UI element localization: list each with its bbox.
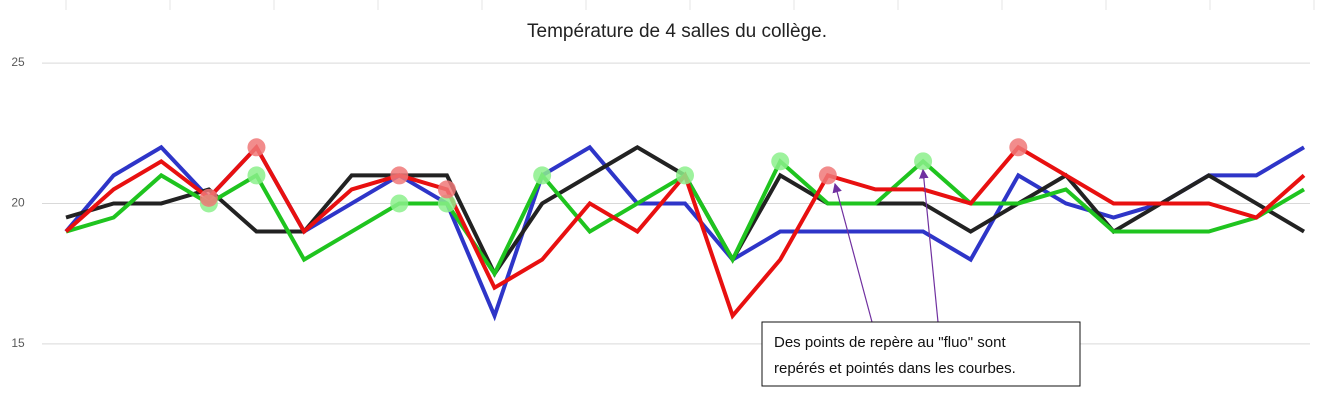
note-line: Des points de repère au "fluo" sont	[774, 334, 1006, 351]
y-tick-label: 15	[11, 336, 25, 350]
annotation: Des points de repère au "fluo" sont repé…	[761, 168, 1081, 387]
highlight-marker	[437, 194, 456, 213]
highlight-marker	[1009, 138, 1028, 157]
highlight-marker	[914, 152, 933, 171]
series-line	[65, 144, 1306, 278]
highlight-marker	[247, 166, 266, 185]
highlight-marker	[247, 138, 266, 157]
highlight-marker	[390, 194, 409, 213]
highlight-marker	[199, 188, 218, 207]
arrow	[832, 182, 873, 323]
highlight-marker	[437, 180, 456, 199]
highlight-marker	[533, 166, 552, 185]
y-tick-label: 25	[11, 55, 25, 69]
y-tick-label: 20	[11, 196, 25, 210]
plot-area: 15 20 25	[11, 0, 1315, 350]
highlight-marker	[676, 166, 694, 185]
note-line: repérés et pointés dans les courbes.	[774, 360, 1016, 377]
highlight-marker	[390, 166, 409, 185]
highlight-marker	[771, 152, 790, 171]
highlight-marker	[818, 166, 837, 185]
arrow	[919, 168, 939, 323]
chart-title: Température de 4 salles du collège.	[527, 21, 827, 42]
note-box	[761, 321, 1081, 387]
